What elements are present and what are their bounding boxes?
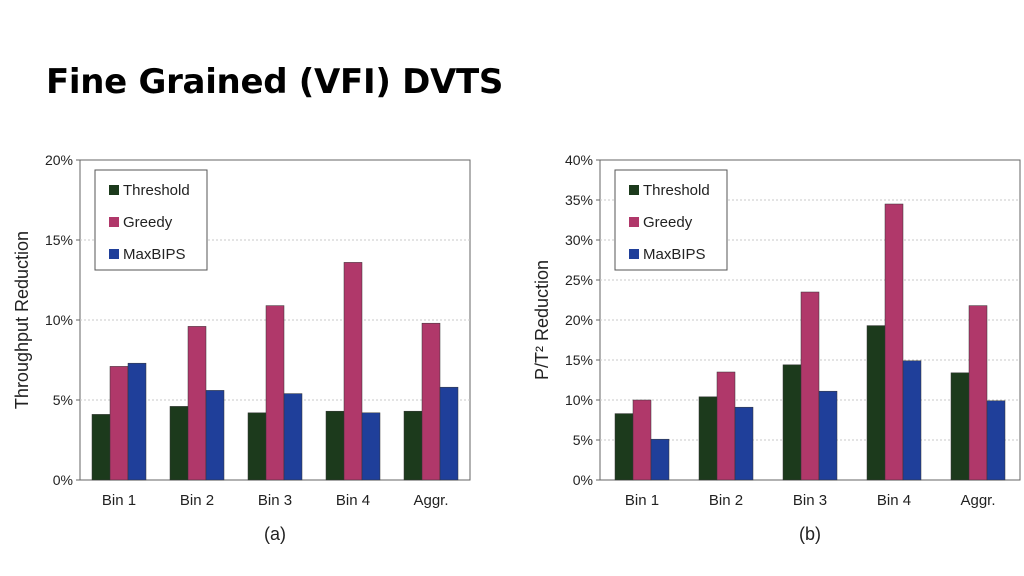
x-tick-label: Bin 3: [258, 492, 292, 509]
x-tick-label: Bin 1: [625, 492, 659, 509]
y-tick-label: 0%: [573, 472, 593, 488]
bar-threshold-aggr: [950, 372, 970, 481]
legend-swatch: [109, 249, 119, 259]
bar-threshold-bin2: [169, 406, 189, 481]
legend-swatch: [109, 217, 119, 227]
y-tick-label: 20%: [565, 312, 593, 328]
x-tick-label: Bin 2: [709, 492, 743, 509]
bar-maxbips-bin4: [361, 412, 381, 481]
bar-maxbips-aggr: [439, 386, 459, 481]
y-tick-label: 10%: [45, 312, 73, 328]
legend-label: Greedy: [643, 214, 693, 231]
x-tick-label: Aggr.: [960, 492, 995, 509]
y-tick-label: 0%: [53, 472, 73, 488]
bar-greedy-aggr: [968, 305, 988, 481]
y-tick-label: 15%: [565, 352, 593, 368]
bar-maxbips-bin2: [205, 390, 225, 481]
x-tick-label: Aggr.: [413, 492, 448, 509]
legend-label: MaxBIPS: [123, 246, 186, 263]
bar-maxbips-aggr: [986, 400, 1006, 481]
slide-title: Fine Grained (VFI) DVTS: [46, 62, 504, 102]
chart-caption: (b): [799, 524, 821, 544]
legend-swatch: [629, 185, 639, 195]
bar-maxbips-bin3: [283, 393, 303, 481]
y-tick-label: 20%: [45, 152, 73, 168]
bar-greedy-bin3: [800, 291, 820, 481]
x-tick-label: Bin 4: [336, 492, 370, 509]
legend-label: Greedy: [123, 214, 173, 231]
bar-threshold-bin2: [698, 396, 718, 481]
bar-maxbips-bin1: [650, 438, 670, 481]
legend-swatch: [629, 249, 639, 259]
legend-label: Threshold: [123, 182, 190, 199]
x-tick-label: Bin 2: [180, 492, 214, 509]
pt2-reduction-chart: 0% 5% 10% 15% 20% 25% 30% 35% 40% P/T² Reduction B…: [532, 152, 1021, 544]
chart-caption: (a): [264, 524, 286, 544]
bar-threshold-bin3: [247, 412, 267, 481]
y-tick-label: 5%: [573, 432, 593, 448]
bar-greedy-bin2: [187, 326, 207, 481]
bar-threshold-bin4: [866, 325, 886, 481]
legend-label: Threshold: [643, 182, 710, 199]
x-tick-label: Bin 3: [793, 492, 827, 509]
legend-label: MaxBIPS: [643, 246, 706, 263]
bar-greedy-bin2: [716, 371, 736, 481]
y-tick-label: 5%: [53, 392, 73, 408]
bar-greedy-bin4: [884, 203, 904, 481]
bar-threshold-bin1: [91, 414, 111, 481]
y-tick-label: 10%: [565, 392, 593, 408]
bar-greedy-bin4: [343, 262, 363, 481]
y-tick-label: 35%: [565, 192, 593, 208]
bar-threshold-bin4: [325, 410, 345, 481]
bar-threshold-aggr: [403, 410, 423, 481]
y-tick-label: 15%: [45, 232, 73, 248]
bar-greedy-bin1: [632, 399, 652, 481]
bar-threshold-bin3: [782, 364, 802, 481]
bar-greedy-aggr: [421, 322, 441, 481]
bar-greedy-bin1: [109, 366, 129, 481]
bar-maxbips-bin2: [734, 406, 754, 481]
legend-swatch: [109, 185, 119, 195]
y-tick-label: 25%: [565, 272, 593, 288]
bar-maxbips-bin3: [818, 390, 838, 481]
y-axis-label: P/T² Reduction: [532, 260, 552, 380]
bar-maxbips-bin4: [902, 360, 922, 481]
bar-threshold-bin1: [614, 413, 634, 481]
legend-swatch: [629, 217, 639, 227]
y-tick-label: 40%: [565, 152, 593, 168]
bar-maxbips-bin1: [127, 362, 147, 481]
y-tick-label: 30%: [565, 232, 593, 248]
bar-greedy-bin3: [265, 305, 285, 481]
x-tick-label: Bin 1: [102, 492, 136, 509]
x-tick-label: Bin 4: [877, 492, 911, 509]
y-axis-label: Throughput Reduction: [12, 231, 32, 409]
throughput-reduction-chart: 0% 5% 10% 15% 20% Throughput Reduction Bin 1 Bi…: [12, 152, 471, 544]
